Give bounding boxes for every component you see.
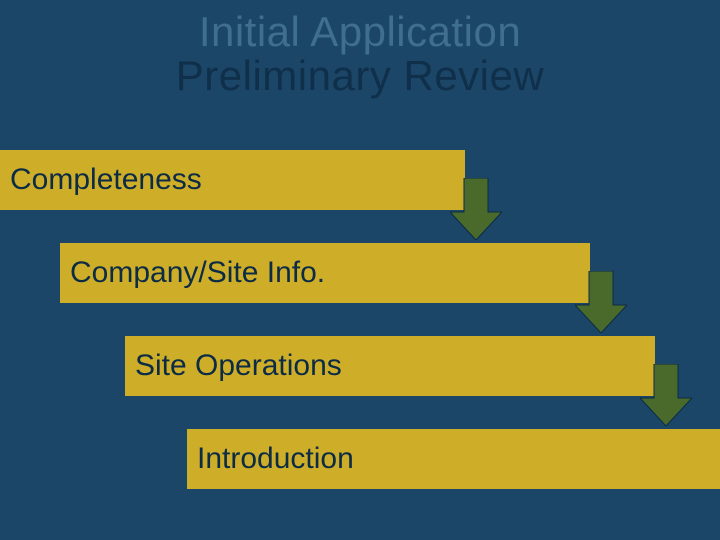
step-label: Company/Site Info. <box>70 256 325 290</box>
title-block: Initial Application Preliminary Review <box>0 8 720 100</box>
step-bar-completeness: Completeness <box>0 150 465 210</box>
slide-stage: Initial Application Preliminary Review C… <box>0 0 720 540</box>
down-arrow-icon <box>450 178 502 240</box>
step-bar-introduction: Introduction <box>187 429 720 489</box>
step-bar-site-operations: Site Operations <box>125 336 655 396</box>
title-line-2: Preliminary Review <box>0 52 720 100</box>
step-label: Completeness <box>10 163 202 197</box>
down-arrow-icon <box>640 364 692 426</box>
step-label: Introduction <box>197 442 354 476</box>
down-arrow-icon <box>575 271 627 333</box>
title-line-1: Initial Application <box>0 8 720 56</box>
step-label: Site Operations <box>135 349 342 383</box>
step-bar-company-site-info: Company/Site Info. <box>60 243 590 303</box>
